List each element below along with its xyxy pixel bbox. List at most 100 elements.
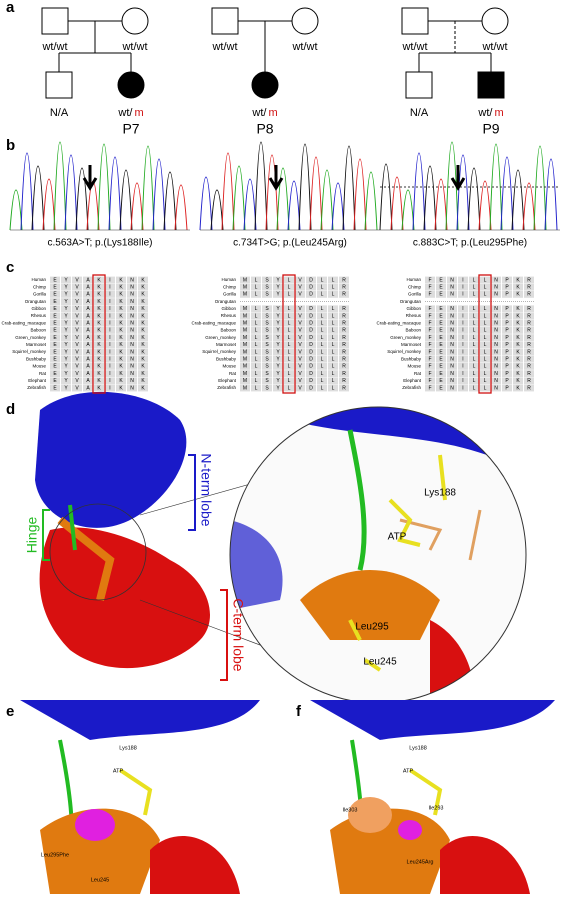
residue-cell [447,312,457,320]
residue: Y [276,313,280,319]
residue: D [309,335,313,341]
residue-cell [61,334,71,341]
residue: Y [64,335,68,341]
residue-cell [469,319,479,327]
residue: K [516,349,520,355]
residue-cell [251,327,261,334]
residue: F [428,306,431,312]
residue: F [428,385,431,391]
residue: E [53,335,57,341]
residue: L [484,321,487,327]
species-name: Human [31,277,46,282]
trace-peak [342,145,356,231]
residue: L [484,364,487,370]
residue: K [97,292,101,298]
trace-peak [445,141,459,231]
residue: Y [276,364,280,370]
residue-cell [306,355,316,363]
residue: L [332,349,335,355]
residue: E [53,306,57,312]
residue-cell [127,363,137,370]
residue: Y [64,342,68,348]
residue-cell [273,283,283,291]
residue-cell [284,305,294,313]
residue: M [243,277,247,283]
residue: I [462,371,463,377]
residue-cell [127,377,137,385]
residue: K [119,364,123,370]
residue: L [288,349,291,355]
residue-cell [251,363,261,370]
residue-cell [502,305,512,313]
residue: N [450,378,454,384]
residue-cell [105,334,115,341]
residue-cell [240,312,250,320]
residue-cell [480,370,490,377]
residue: E [439,306,443,312]
residue: V [75,299,79,305]
residue-cell [469,334,479,341]
residue-cell [72,348,82,356]
residue-cell [328,319,338,327]
residue: L [321,335,324,341]
residue: E [53,357,57,363]
residue-cell [328,384,338,392]
residue-cell [328,283,338,291]
residue-cell [61,291,71,298]
residue: K [141,299,145,305]
residue: K [97,277,101,283]
residue-cell [50,377,60,385]
residue: V [75,371,79,377]
residue-cell [262,377,272,385]
residue-cell [251,370,261,377]
residue: K [119,357,123,363]
residue: Y [276,321,280,327]
residue: E [53,321,57,327]
trace-peak [434,178,448,231]
residue-cell [491,283,501,291]
residue: L [288,378,291,384]
residue-cell [513,370,523,377]
trace-peak [108,156,122,231]
residue-cell [339,355,349,363]
residue-cell [284,348,294,356]
residue-cell [458,291,468,298]
residue: K [97,357,101,363]
residue-cell [138,298,148,305]
residue: N [450,292,454,298]
residue: L [473,292,476,298]
residue-cell [273,348,283,356]
residue-cell [240,384,250,392]
species-name: Orangutan [25,299,47,304]
residue: L [473,313,476,319]
residue-cell [72,283,82,291]
residue-cell [502,348,512,356]
species-name: Crab-eating_macaque [191,320,236,325]
domain-label: C-term lobe [230,598,246,671]
residue: I [462,321,463,327]
residue-cell [306,341,316,349]
residue-cell [138,327,148,334]
residue-cell [251,377,261,385]
residue: K [141,313,145,319]
residue-cell [425,319,435,327]
residue: D [309,357,313,363]
residue-cell [94,298,104,305]
residue: P [505,321,509,327]
residue: N [494,371,498,377]
residue-cell [328,363,338,370]
residue-cell [317,283,327,291]
residue: K [119,292,123,298]
residue-cell [127,312,137,320]
residue-cell [447,341,457,349]
residue: L [473,378,476,384]
residue-cell [295,363,305,370]
residue-cell [240,276,250,284]
residue: K [119,342,123,348]
trace-peak [31,165,45,231]
residue-cell [502,291,512,298]
residue: E [439,385,443,391]
residue-cell [116,319,126,327]
residue-cell [262,305,272,313]
residue-cell [458,276,468,284]
